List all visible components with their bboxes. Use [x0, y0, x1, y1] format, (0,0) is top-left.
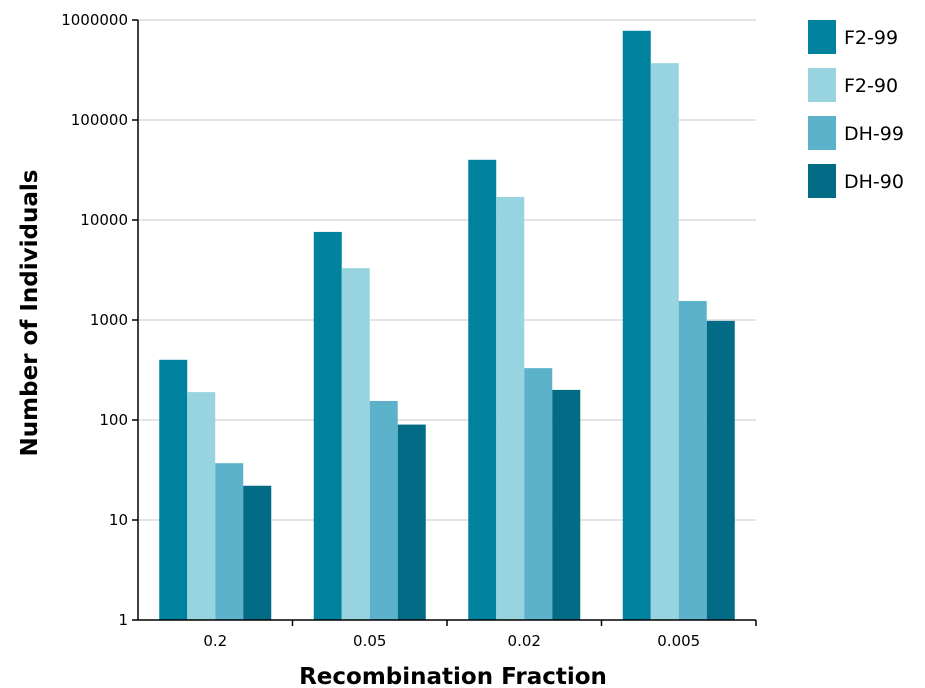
legend-label: F2-99	[844, 27, 898, 49]
y-tick-label: 10000	[80, 211, 128, 229]
bar-F2-90-0.05	[341, 268, 370, 620]
y-tick-label: 1000000	[61, 11, 128, 29]
bars	[159, 30, 735, 621]
bar-F2-90-0.02	[496, 196, 525, 620]
legend-swatch-F2-90	[808, 68, 836, 102]
legend-label: F2-90	[844, 75, 898, 97]
bar-DH-90-0.05	[397, 424, 426, 620]
y-axis-title: Number of Individuals	[17, 170, 43, 457]
x-axis-title: Recombination Fraction	[299, 664, 607, 688]
x-tick-label: 0.02	[508, 632, 541, 650]
legend: F2-99 F2-90 DH-99 DH-90	[808, 20, 904, 198]
bar-F2-99-0.02	[468, 159, 497, 620]
bar-DH-99-0.005	[678, 300, 707, 620]
y-tick-label: 100	[99, 411, 128, 429]
y-tick-label: 1000	[90, 311, 128, 329]
y-ticks: 1 10 100 1000 10000 100000 1000000	[61, 11, 138, 629]
x-tick-label: 0.005	[657, 632, 700, 650]
legend-label: DH-99	[844, 123, 904, 145]
legend-swatch-DH-90	[808, 164, 836, 198]
bar-DH-90-0.2	[243, 485, 272, 620]
bar-DH-99-0.05	[369, 400, 398, 620]
bar-DH-99-0.02	[524, 368, 553, 620]
bar-DH-90-0.02	[552, 389, 581, 620]
legend-label: DH-90	[844, 171, 904, 193]
bar-F2-99-0.05	[313, 231, 342, 620]
x-tick-label: 0.05	[353, 632, 386, 650]
legend-swatch-F2-99	[808, 20, 836, 54]
legend-swatch-DH-99	[808, 116, 836, 150]
bar-F2-99-0.005	[622, 30, 651, 621]
y-tick-label: 100000	[71, 111, 128, 129]
bar-F2-90-0.2	[187, 392, 216, 620]
y-tick-label: 1	[118, 611, 128, 629]
x-tick-label: 0.2	[203, 632, 227, 650]
x-ticks: 0.2 0.05 0.02 0.005	[203, 620, 757, 650]
y-tick-label: 10	[109, 511, 128, 529]
bar-DH-90-0.005	[706, 320, 735, 620]
bar-F2-99-0.2	[159, 359, 188, 620]
bar-F2-90-0.005	[650, 63, 679, 621]
bar-DH-99-0.2	[215, 463, 244, 620]
